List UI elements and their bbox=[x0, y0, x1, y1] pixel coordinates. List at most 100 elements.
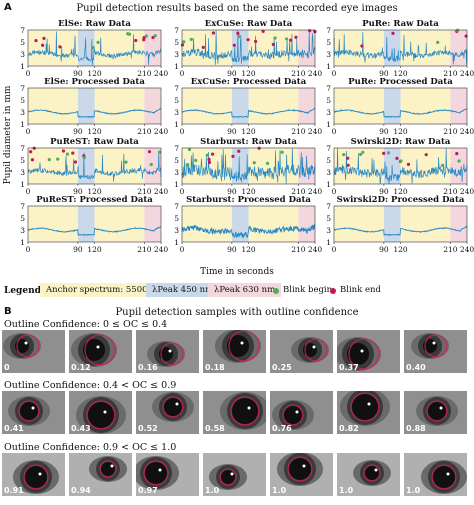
x-tick-label: 90 bbox=[379, 127, 389, 136]
x-tick-label: 90 bbox=[73, 245, 83, 254]
legend-peak-630: λPeak 630 nm bbox=[208, 283, 282, 297]
blink-end-point bbox=[424, 153, 428, 157]
y-tick-label: 5 bbox=[174, 38, 179, 47]
y-tick-label: 3 bbox=[20, 168, 25, 177]
blink-end-point bbox=[71, 151, 75, 155]
confidence-value: 0.18 bbox=[205, 363, 225, 372]
subplot-title: Swirski2D: Raw Data bbox=[351, 137, 451, 147]
confidence-value: 0.40 bbox=[406, 363, 426, 372]
spectrum-band bbox=[334, 30, 384, 66]
y-tick-label: 1 bbox=[326, 180, 331, 189]
blink-begin-point bbox=[65, 152, 70, 156]
x-tick-label: 0 bbox=[26, 127, 31, 136]
subplot-title: PuRe: Processed Data bbox=[348, 77, 453, 87]
confidence-value: 0.37 bbox=[339, 363, 359, 372]
eye-sample-image: 0.82 bbox=[337, 391, 400, 434]
blink-end-point bbox=[73, 160, 78, 164]
eye-sample-image: 0.88 bbox=[404, 391, 467, 434]
y-tick-label: 7 bbox=[20, 144, 25, 153]
spectrum-band bbox=[450, 206, 467, 242]
confidence-value: 1.0 bbox=[272, 486, 287, 495]
y-tick-label: 7 bbox=[20, 84, 25, 93]
y-tick-label: 5 bbox=[326, 156, 331, 165]
confidence-value: 1.0 bbox=[406, 486, 421, 495]
subplot-title: ElSe: Raw Data bbox=[58, 19, 131, 29]
blink-begin-point bbox=[457, 159, 461, 163]
confidence-value: 0.91 bbox=[4, 486, 24, 495]
blink-end-point bbox=[151, 35, 155, 40]
blink-end-point bbox=[455, 152, 459, 156]
blink-begin-point bbox=[252, 161, 256, 165]
y-tick-label: 1 bbox=[326, 238, 331, 247]
blink-end-point bbox=[207, 160, 212, 164]
blink-end-point bbox=[180, 43, 185, 47]
spectrum-band bbox=[298, 206, 315, 242]
confidence-value: 0.52 bbox=[138, 424, 158, 433]
x-tick-label: 210 bbox=[137, 127, 152, 136]
x-tick-label: 240 bbox=[154, 187, 169, 196]
y-tick-label: 1 bbox=[174, 120, 179, 129]
blink-begin-point bbox=[47, 158, 51, 162]
confidence-value: 1.0 bbox=[339, 486, 354, 495]
subplot: Starburst: Processed Data 1 3 5 7 0 90 120 210 24… bbox=[174, 195, 322, 254]
x-tick-label: 0 bbox=[332, 187, 337, 196]
blink-begin-point bbox=[280, 150, 284, 154]
subplot: ExCuSe: Raw Data 1 3 5 7 0 90 120 210 240 bbox=[174, 19, 322, 78]
eye-sample-image: 0.58 bbox=[203, 391, 266, 434]
data-series-line bbox=[333, 148, 468, 185]
legend-blink-begin: Blink begin bbox=[283, 285, 333, 295]
x-tick-label: 0 bbox=[26, 69, 31, 78]
y-tick-label: 5 bbox=[174, 214, 179, 223]
blink-begin-point bbox=[273, 36, 277, 40]
spectrum-band bbox=[450, 88, 467, 124]
blink-end-point bbox=[58, 45, 62, 49]
subplot: PuRe: Processed Data 1 3 5 7 0 90 120 210 240 bbox=[326, 77, 474, 136]
blink-end-point bbox=[211, 31, 216, 35]
blink-end-point bbox=[61, 149, 66, 153]
eye-sample-image: 0.43 bbox=[69, 391, 132, 434]
y-tick-label: 5 bbox=[326, 214, 331, 223]
blink-begin-point bbox=[56, 157, 60, 161]
eye-sample-image: 1.0 bbox=[270, 453, 333, 496]
y-tick-label: 1 bbox=[326, 62, 331, 71]
blink-begin-point bbox=[359, 152, 363, 157]
eye-sample-image: 0.16 bbox=[136, 330, 199, 373]
blink-end-point bbox=[346, 156, 350, 160]
blink-end-point bbox=[207, 157, 211, 162]
blink-end-point bbox=[391, 31, 395, 35]
blink-begin-point bbox=[185, 163, 189, 167]
x-tick-label: 0 bbox=[26, 187, 31, 196]
blink-begin-point bbox=[399, 159, 403, 163]
blink-end-point bbox=[231, 154, 235, 159]
blink-begin-point bbox=[91, 45, 95, 50]
blink-end-point bbox=[360, 44, 364, 48]
x-tick-label: 120 bbox=[87, 127, 102, 136]
data-series-line bbox=[27, 31, 162, 66]
blink-begin-point bbox=[127, 32, 132, 36]
x-tick-label: 0 bbox=[26, 245, 31, 254]
spectrum-band bbox=[334, 88, 384, 124]
x-tick-label: 240 bbox=[308, 69, 323, 78]
x-tick-label: 90 bbox=[73, 127, 83, 136]
blink-begin-point bbox=[205, 153, 209, 157]
spectrum-band bbox=[248, 88, 299, 124]
spectrum-band bbox=[182, 206, 232, 242]
spectrum-band bbox=[298, 30, 315, 66]
blink-begin-point bbox=[158, 150, 162, 154]
x-tick-label: 240 bbox=[308, 187, 323, 196]
spectrum-band bbox=[28, 30, 78, 66]
confidence-value: 0.82 bbox=[339, 424, 359, 433]
y-tick-label: 5 bbox=[20, 96, 25, 105]
x-tick-label: 90 bbox=[227, 127, 237, 136]
subplot-title: ExCuSe: Raw Data bbox=[205, 19, 293, 29]
y-tick-label: 5 bbox=[174, 96, 179, 105]
spectrum-band bbox=[383, 88, 401, 124]
blink-begin-point bbox=[153, 34, 157, 38]
x-tick-label: 120 bbox=[393, 127, 408, 136]
y-tick-label: 7 bbox=[20, 26, 25, 35]
y-tick-label: 7 bbox=[326, 144, 331, 153]
blink-begin-point bbox=[149, 162, 153, 167]
x-tick-label: 120 bbox=[241, 187, 256, 196]
subplot-title: PuReST: Processed Data bbox=[36, 195, 153, 205]
eye-sample-image: 0.76 bbox=[270, 391, 333, 434]
